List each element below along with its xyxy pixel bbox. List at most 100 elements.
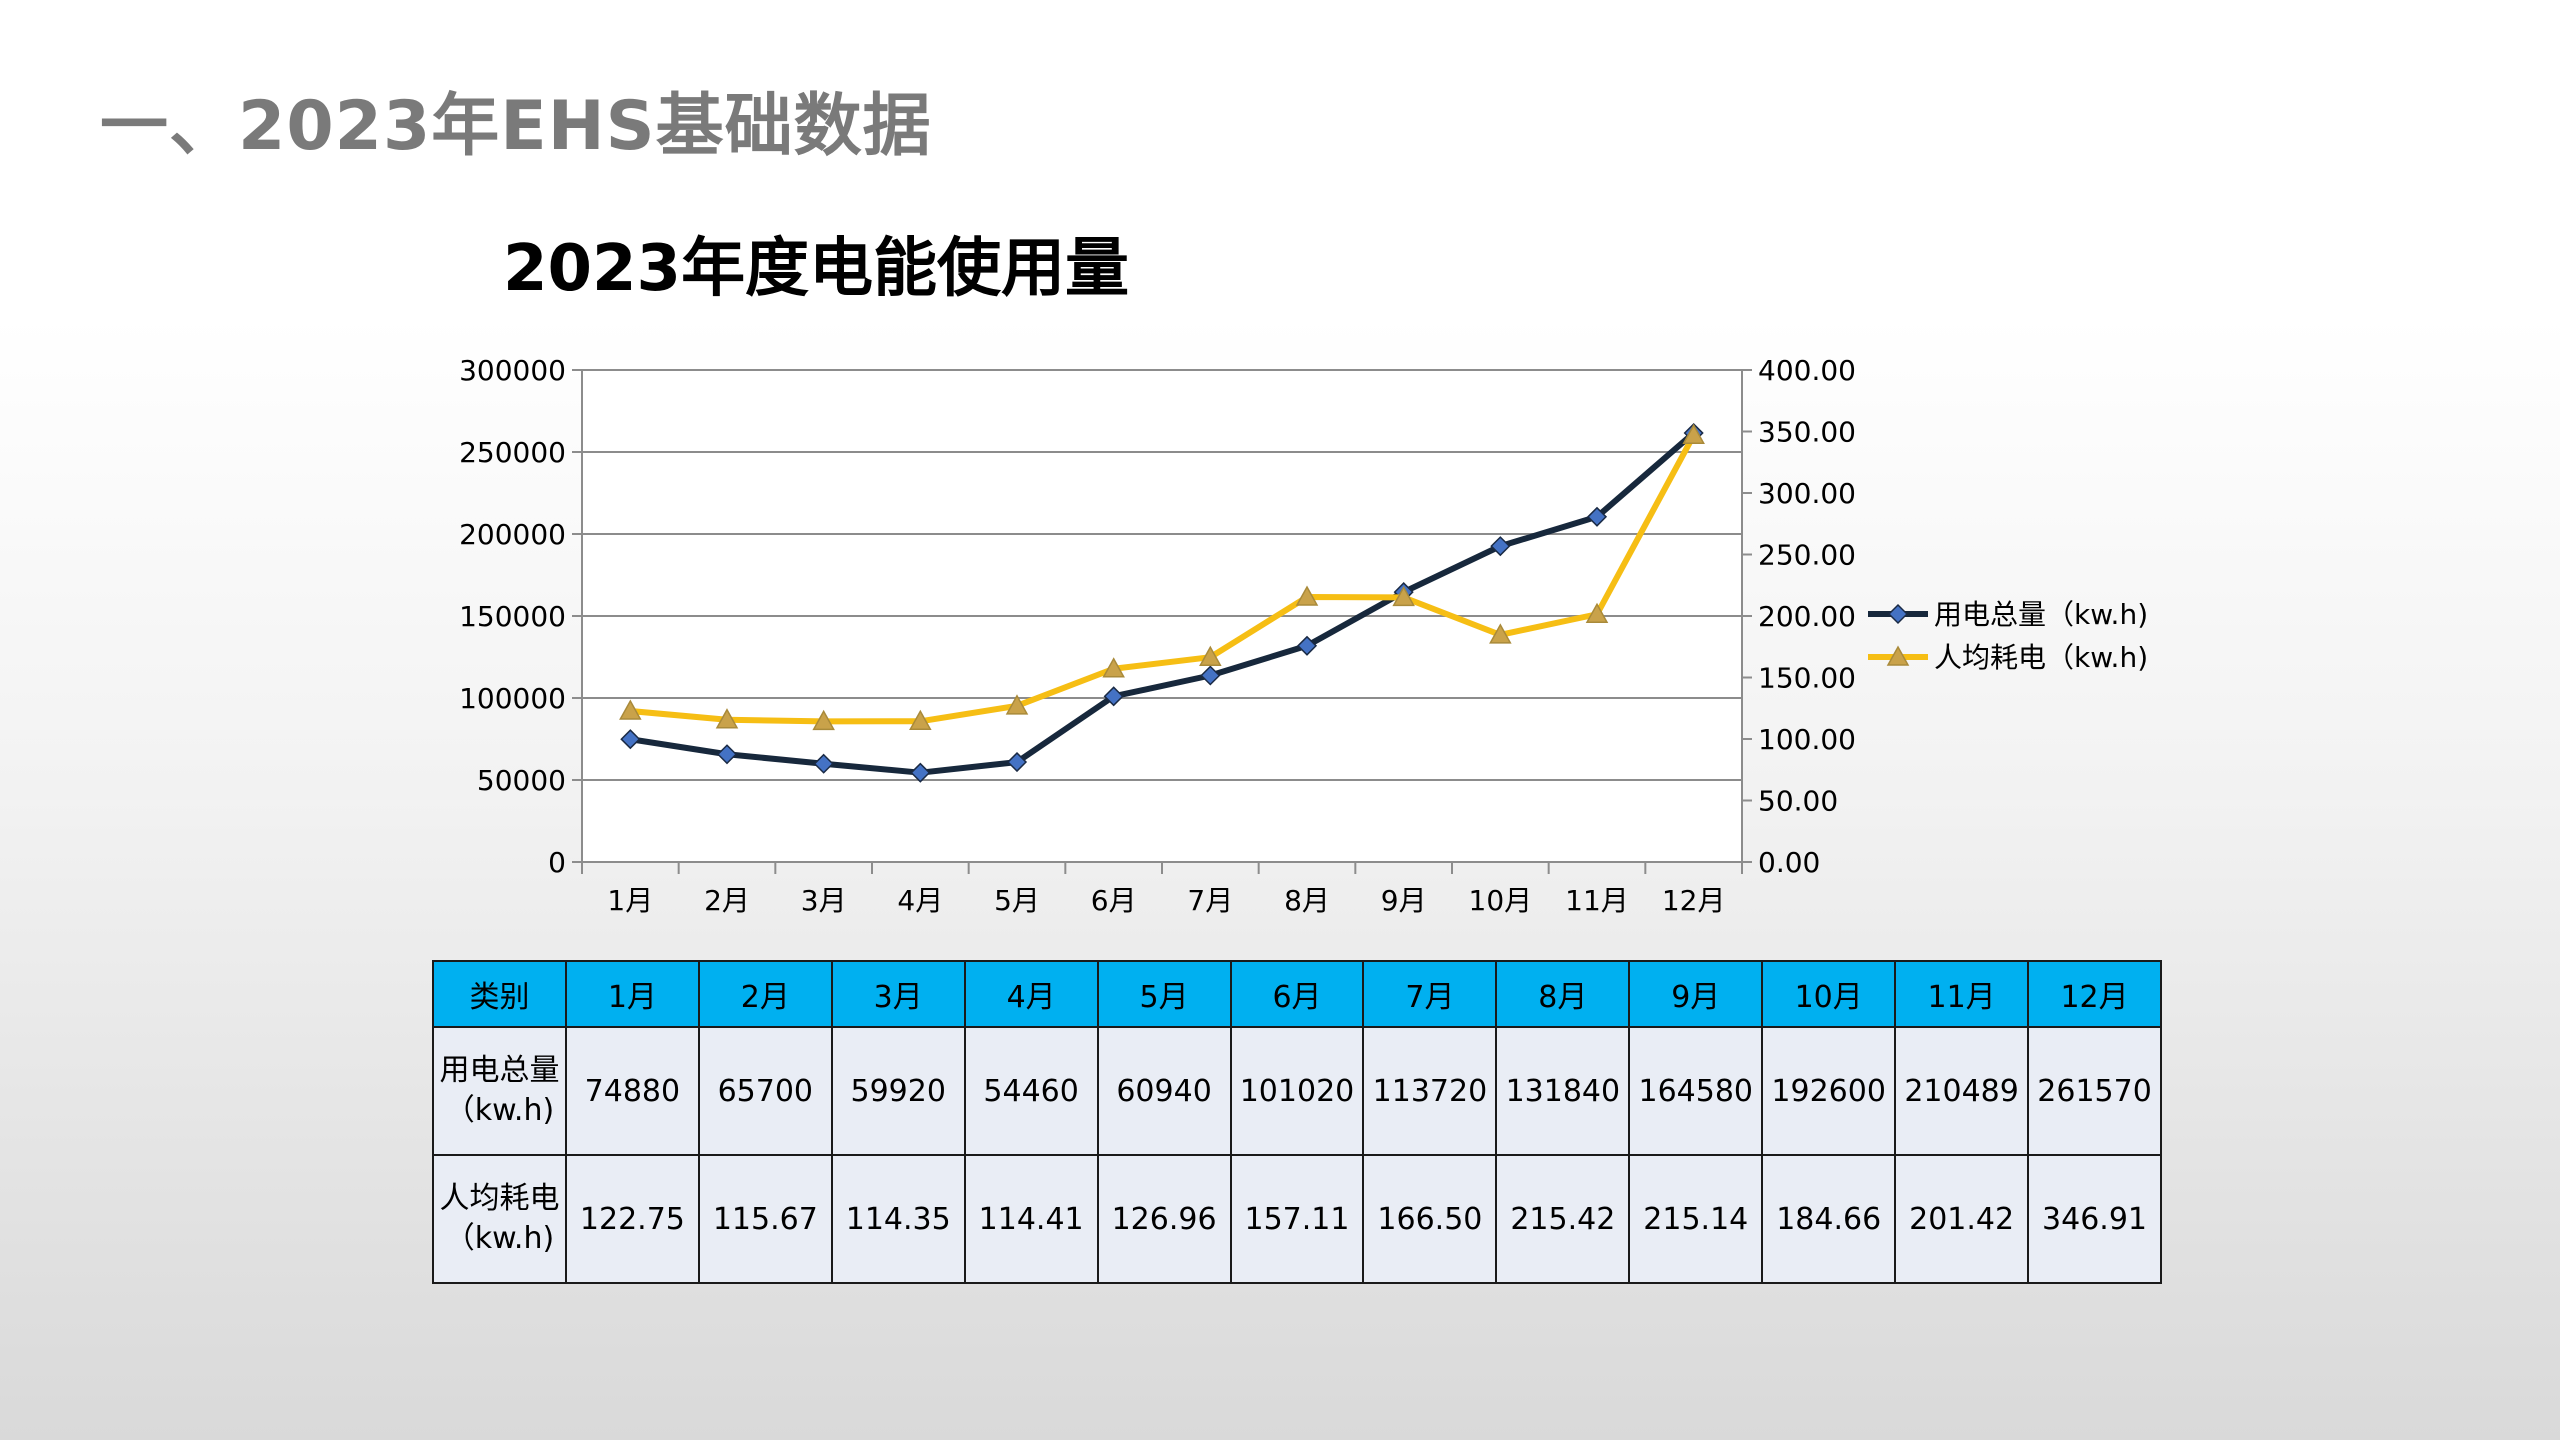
data-point [1392, 585, 1415, 607]
x-tick-label: 5月 [994, 884, 1040, 917]
y-left-tick-label: 150000 [459, 600, 566, 633]
data-point [1200, 665, 1221, 686]
y-right-tick-label: 100.00 [1758, 723, 1856, 756]
y-right-tick-label: 0.00 [1758, 846, 1820, 879]
table-header-cell: 12月 [2027, 960, 2162, 1028]
x-tick-label: 4月 [897, 884, 943, 917]
legend-label: 人均耗电（kw.h) [1934, 641, 2148, 674]
x-tick-label: 8月 [1284, 884, 1330, 917]
table-cell: 113720 [1362, 1026, 1498, 1156]
y-left-tick-label: 300000 [459, 354, 566, 387]
table-cell: 166.50 [1362, 1154, 1498, 1284]
table-cell: 65700 [697, 1026, 833, 1156]
table-header-cell: 8月 [1495, 960, 1631, 1028]
table-body: 用电总量 （kw.h) 74880 65700 59920 54460 60940 10102… [432, 1026, 2162, 1284]
x-tick-label: 11月 [1565, 884, 1629, 917]
table-cell: 215.42 [1495, 1154, 1631, 1284]
table-header-cell: 7月 [1362, 960, 1498, 1028]
x-tick-label: 6月 [1091, 884, 1137, 917]
chart-legend: 用电总量（kw.h) 人均耗电（kw.h) [1868, 598, 2148, 674]
data-point [1586, 506, 1608, 527]
row-label-name: 用电总量 [439, 1053, 560, 1088]
table-cell: 346.91 [2027, 1154, 2162, 1284]
x-tick-label: 7月 [1187, 884, 1233, 917]
table-cell: 114.35 [830, 1154, 966, 1284]
chart-plot-area: 0 50000 100000 150000 200000 250000 300000 0.00… [459, 354, 1856, 917]
table-cell: 54460 [963, 1026, 1099, 1156]
legend-label: 用电总量（kw.h) [1934, 598, 2148, 631]
legend-marker [1887, 603, 1909, 625]
table-cell: 74880 [564, 1026, 700, 1156]
data-point [813, 753, 834, 774]
y-right-tick-label: 300.00 [1758, 477, 1856, 510]
table-cell: 201.42 [1894, 1154, 2030, 1284]
data-point [812, 709, 835, 731]
table-cell: 184.66 [1761, 1154, 1897, 1284]
table-cell: 114.41 [963, 1154, 1099, 1284]
x-tick-label: 12月 [1662, 884, 1726, 917]
table-cell: 192600 [1761, 1026, 1897, 1156]
y-right-tick-label: 200.00 [1758, 600, 1856, 633]
series-line-2 [630, 433, 1697, 725]
y-right-tick-label: 250.00 [1758, 539, 1856, 572]
y-right-tick-label: 50.00 [1758, 785, 1838, 818]
data-point [1005, 694, 1029, 715]
x-tick-label: 10月 [1469, 884, 1533, 917]
data-point [620, 729, 641, 750]
data-point [1006, 751, 1028, 773]
data-point [1296, 635, 1318, 656]
table-cell: 122.75 [564, 1154, 700, 1284]
table-header-row: 类别 1月 2月 3月 4月 5月 6月 7月 8月 9月 10月 11月 12月 [432, 960, 2162, 1028]
series-line-1 [629, 430, 1696, 776]
table-header-cell: 3月 [830, 960, 966, 1028]
x-tick-label: 1月 [607, 884, 653, 917]
table-header-cell: 9月 [1628, 960, 1764, 1028]
data-point [1199, 645, 1222, 666]
data-point [1682, 423, 1705, 445]
table-header-cell: 5月 [1096, 960, 1232, 1028]
table-header-cell: 1月 [564, 960, 700, 1028]
table-cell: 215.14 [1628, 1154, 1764, 1284]
data-point [619, 699, 642, 720]
y-right-tick-label: 150.00 [1758, 662, 1856, 695]
table-cell: 115.67 [697, 1154, 833, 1284]
y-left-tick-label: 0 [548, 846, 566, 879]
table-header-cell: 11月 [1894, 960, 2030, 1028]
table-header-cell: 2月 [697, 960, 833, 1028]
data-point [910, 762, 931, 783]
table-header-cell: 6月 [1229, 960, 1365, 1028]
x-tick-label: 9月 [1381, 884, 1427, 917]
data-point [1102, 657, 1125, 678]
row-label-unit: （kw.h) [444, 1221, 555, 1256]
table-row: 用电总量 （kw.h) 74880 65700 59920 54460 60940 10102… [432, 1026, 2162, 1156]
row-label-name: 人均耗电 [439, 1181, 560, 1216]
y-right-tick-label: 400.00 [1758, 354, 1856, 387]
table-row: 人均耗电 （kw.h) 122.75 115.67 114.35 114.41 126.96… [432, 1154, 2162, 1284]
data-point [715, 708, 739, 729]
data-point [1585, 602, 1609, 624]
y-left-tick-label: 200000 [459, 518, 566, 551]
table-cell: 164580 [1628, 1026, 1764, 1156]
table-cell: 157.11 [1229, 1154, 1365, 1284]
table-cell: 60940 [1096, 1026, 1232, 1156]
table-cell: 131840 [1495, 1026, 1631, 1156]
table-header-category: 类别 [432, 960, 567, 1028]
y-right-tick-label: 350.00 [1758, 416, 1856, 449]
y-left-tick-label: 50000 [477, 764, 566, 797]
line-chart: 2023年度电能使用量 0 50000 100000 150000 200000 2500… [459, 232, 2148, 917]
data-table: 类别 1月 2月 3月 4月 5月 6月 7月 8月 9月 10月 11月 12月 用电总量 （kw.h)… [432, 960, 2162, 1284]
table-cell: 210489 [1894, 1026, 2030, 1156]
y-left-tick-label: 100000 [459, 682, 566, 715]
data-point [716, 744, 738, 765]
row-label-unit: （kw.h) [444, 1093, 555, 1128]
data-point [1490, 536, 1511, 557]
x-tick-label: 2月 [704, 884, 750, 917]
slide-title: 一、2023年EHS基础数据 [100, 87, 932, 166]
data-point [1489, 623, 1512, 644]
table-cell: 126.96 [1096, 1154, 1232, 1284]
x-tick-label: 3月 [801, 884, 847, 917]
data-point [909, 709, 932, 731]
y-left-tick-label: 250000 [459, 436, 566, 469]
row-label: 人均耗电 （kw.h) [432, 1154, 567, 1284]
table-cell: 59920 [830, 1026, 966, 1156]
